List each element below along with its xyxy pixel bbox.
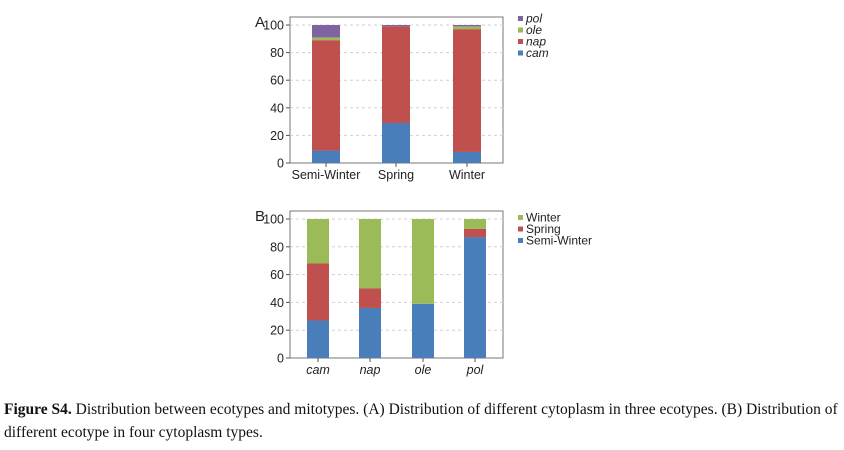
figure-caption: Figure S4. Distribution between ecotypes… [4,398,840,444]
x-tick-label-spring: Spring [378,168,414,182]
legend-swatch-cam [518,50,523,56]
bar-segment-winter-pol [464,219,486,229]
legend-swatch-spring [518,226,523,232]
y-tick-label: 100 [263,19,284,33]
legend-swatch-nap [518,39,523,44]
legend-swatch-pol [518,16,523,21]
y-tick-label: 40 [270,101,284,115]
y-tick-label: 80 [270,46,284,60]
y-tick-label: 80 [270,240,284,254]
y-tick-label: 20 [270,129,284,143]
bar-segment-pol-spring [382,25,410,27]
bar-segment-cam-winter [453,151,481,163]
bar-segment-pol-semi-winter [312,25,340,38]
y-tick-label: 0 [277,157,284,171]
bar-segment-spring-pol [464,228,486,238]
panel-label-B: B [255,208,265,225]
legend-swatch-semi-winter [518,238,523,243]
legend-label-ole: ole [526,23,542,37]
bar-segment-pol-winter [453,25,481,27]
panel-label-A: A [255,14,265,31]
bar-segment-semi-winter-ole [412,303,434,358]
y-tick-label: 60 [270,268,284,282]
bar-segment-winter-nap [359,219,381,289]
bar-segment-semi-winter-cam [307,320,329,358]
bar-segment-semi-winter-nap [359,307,381,358]
x-tick-label-winter: Winter [449,168,485,182]
y-tick-label: 40 [270,296,284,310]
legend-label-cam: cam [526,46,549,60]
legend-label-winter: Winter [526,211,561,225]
plot-frame-1 [289,210,504,359]
bar-segment-nap-semi-winter [312,40,340,151]
bar-segment-ole-semi-winter [312,37,340,41]
x-tick-label-semi-winter: Semi-Winter [292,168,361,182]
legend-swatch-ole [518,27,523,33]
legend-label-spring: Spring [526,222,561,236]
legend-label-semi-winter: Semi-Winter [526,234,592,248]
x-tick-label-nap: nap [360,363,381,377]
bar-segment-semi-winter-pol [464,237,486,358]
y-tick-label: 60 [270,74,284,88]
legend-swatch-winter [518,215,523,220]
caption-label: Figure S4. [4,401,72,418]
bar-segment-winter-cam [307,219,329,264]
bar-segment-spring-cam [307,263,329,321]
x-tick-label-pol: pol [466,363,485,377]
bar-segment-ole-winter [453,26,481,30]
y-tick-label: 0 [277,352,284,366]
bar-segment-cam-spring [382,122,410,163]
y-tick-label: 20 [270,324,284,338]
legend-label-nap: nap [526,35,546,49]
bar-segment-nap-winter [453,29,481,152]
bar-segment-cam-semi-winter [312,150,340,163]
legend-label-pol: pol [525,12,542,26]
caption-text: Distribution between ecotypes and mitoty… [4,401,838,441]
bar-segment-spring-nap [359,288,381,308]
bar-segment-winter-ole [412,219,434,304]
bar-segment-nap-spring [382,26,410,123]
x-tick-label-ole: ole [415,363,432,377]
x-tick-label-cam: cam [306,363,330,377]
y-tick-label: 100 [263,213,284,227]
